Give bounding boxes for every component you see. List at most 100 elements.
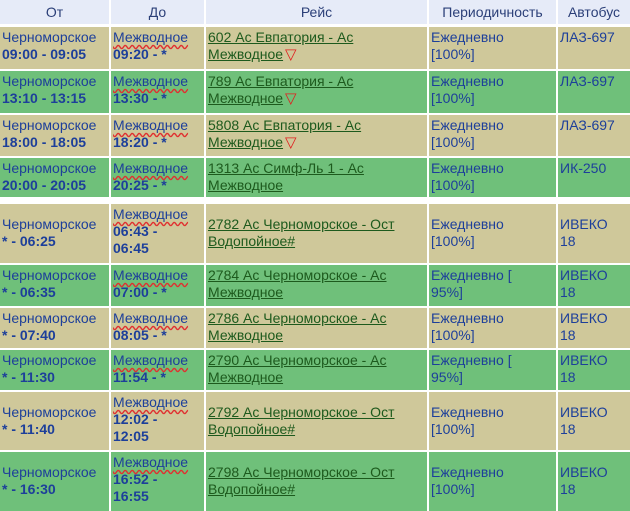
period-text: Ежедневно [	[431, 352, 512, 368]
route-cell: 2786 Ас Черноморское - Ас Межводное	[206, 308, 427, 348]
route-link-destination[interactable]: Межводное	[208, 134, 284, 150]
table-row: Черноморское 09:00 - 09:05 Межводное 09:20 …	[0, 27, 630, 69]
table-row: Черноморское * - 06:35 Межводное 07:00 - * 2…	[0, 265, 630, 306]
from-cell: Черноморское * - 11:30	[0, 350, 109, 390]
route-link[interactable]: 602 Ас Евпатория - Ас	[208, 29, 354, 45]
periodicity-cell: Ежедневно [100%]	[429, 308, 556, 348]
from-place: Черноморское	[2, 29, 97, 45]
to-time-end: 16:55	[113, 488, 149, 504]
route-cell: 602 Ас Евпатория - Ас Межводное ▽	[206, 27, 427, 69]
from-cell: Черноморское * - 06:35	[0, 265, 109, 306]
from-cell: Черноморское 09:00 - 09:05	[0, 27, 109, 69]
from-time: 18:00 - 18:05	[2, 134, 87, 150]
route-cell: 2782 Ас Черноморское - Ост Водопойное#	[206, 204, 427, 263]
route-link[interactable]: 2782 Ас Черноморское - Ост	[208, 216, 395, 232]
periodicity-cell: Ежедневно [100%]	[429, 71, 556, 113]
route-link-destination[interactable]: Межводное	[208, 327, 284, 343]
periodicity-cell: Ежедневно [100%]	[429, 158, 556, 197]
route-link-destination[interactable]: Межводное	[208, 284, 284, 300]
from-place: Черноморское	[2, 117, 97, 133]
table-row: Черноморское * - 11:40 Межводное 12:02 -12:…	[0, 392, 630, 450]
to-time-end: 06:45	[113, 240, 149, 256]
to-place: Межводное	[113, 394, 189, 410]
from-cell: Черноморское * - 11:40	[0, 392, 109, 450]
route-link-destination[interactable]: Водопойное#	[208, 421, 296, 437]
bus-model: ИК-250	[560, 160, 607, 176]
from-time: * - 06:35	[2, 284, 56, 300]
to-time: 11:54 - *	[113, 369, 166, 385]
to-place: Межводное	[113, 73, 189, 89]
route-link-destination[interactable]: Межводное	[208, 177, 284, 193]
from-place: Черноморское	[2, 310, 97, 326]
from-place: Черноморское	[2, 216, 97, 232]
bus-model: ЛАЗ-697	[560, 117, 615, 133]
bus-cell: ИВЕКО 18	[558, 452, 630, 511]
to-place: Межводное	[113, 310, 189, 326]
to-time: 06:43 -	[113, 223, 158, 239]
period-percent: [100%]	[431, 481, 475, 497]
bus-cell: ИВЕКО 18	[558, 392, 630, 450]
periodicity-cell: Ежедневно [100%]	[429, 204, 556, 263]
route-link[interactable]: 2792 Ас Черноморское - Ост	[208, 404, 395, 420]
table-row: Черноморское 13:10 - 13:15 Межводное 13:30 …	[0, 71, 630, 113]
route-cell: 2784 Ас Черноморское - Ас Межводное	[206, 265, 427, 306]
from-cell: Черноморское * - 07:40	[0, 308, 109, 348]
to-place: Межводное	[113, 117, 189, 133]
to-cell: Межводное 09:20 - *	[111, 27, 204, 69]
period-percent: 95%]	[431, 369, 463, 385]
route-link-destination[interactable]: Водопойное#	[208, 233, 296, 249]
from-cell: Черноморское 18:00 - 18:05	[0, 115, 109, 156]
bus-model-number: 18	[560, 327, 576, 343]
to-cell: Межводное 13:30 - *	[111, 71, 204, 113]
period-percent: [100%]	[431, 421, 475, 437]
to-cell: Межводное 18:20 - *	[111, 115, 204, 156]
route-link[interactable]: 789 Ас Евпатория - Ас	[208, 73, 354, 89]
bus-model-number: 18	[560, 284, 576, 300]
route-link-destination[interactable]: Межводное	[208, 369, 284, 385]
checkmark-icon: ▽	[285, 90, 297, 107]
period-percent: [100%]	[431, 327, 475, 343]
from-time: * - 06:25	[2, 233, 56, 249]
route-cell: 2798 Ас Черноморское - Ост Водопойное#	[206, 452, 427, 511]
section-separator	[0, 197, 630, 204]
from-cell: Черноморское 20:00 - 20:05	[0, 158, 109, 197]
to-time: 09:20 - *	[113, 46, 167, 62]
bus-cell: ИВЕКО 18	[558, 204, 630, 263]
period-percent: 95%]	[431, 284, 463, 300]
header-from: От	[0, 0, 109, 24]
periodicity-cell: Ежедневно [100%]	[429, 392, 556, 450]
period-percent: [100%]	[431, 177, 475, 193]
route-cell: 1313 Ас Симф-Ль 1 - Ас Межводное	[206, 158, 427, 197]
bus-model-number: 18	[560, 421, 576, 437]
from-place: Черноморское	[2, 73, 97, 89]
table-row: Черноморское * - 06:25 Межводное 06:43 -06:…	[0, 204, 630, 263]
periodicity-cell: Ежедневно [100%]	[429, 452, 556, 511]
from-cell: Черноморское 13:10 - 13:15	[0, 71, 109, 113]
bus-model: ИВЕКО	[560, 267, 608, 283]
bus-cell: ИВЕКО 18	[558, 308, 630, 348]
route-link[interactable]: 2790 Ас Черноморское - Ас	[208, 352, 387, 368]
route-link[interactable]: 2784 Ас Черноморское - Ас	[208, 267, 387, 283]
route-link[interactable]: 2786 Ас Черноморское - Ас	[208, 310, 387, 326]
route-link-destination[interactable]: Водопойное#	[208, 481, 296, 497]
to-time-end: 12:05	[113, 428, 149, 444]
from-place: Черноморское	[2, 352, 97, 368]
to-cell: Межводное 06:43 -06:45	[111, 204, 204, 263]
bus-cell: ЛАЗ-697	[558, 27, 630, 69]
periodicity-cell: Ежедневно [100%]	[429, 27, 556, 69]
route-link-destination[interactable]: Межводное	[208, 90, 284, 106]
route-link[interactable]: 1313 Ас Симф-Ль 1 - Ас	[208, 160, 364, 176]
route-link[interactable]: 5808 Ас Евпатория - Ас	[208, 117, 362, 133]
from-time: * - 11:30	[2, 369, 55, 385]
from-place: Черноморское	[2, 404, 97, 420]
route-link-destination[interactable]: Межводное	[208, 46, 284, 62]
periodicity-cell: Ежедневно [100%]	[429, 115, 556, 156]
to-place: Межводное	[113, 160, 189, 176]
period-text: Ежедневно	[431, 160, 504, 176]
from-place: Черноморское	[2, 160, 97, 176]
route-cell: 2792 Ас Черноморское - Ост Водопойное#	[206, 392, 427, 450]
route-link[interactable]: 2798 Ас Черноморское - Ост	[208, 464, 395, 480]
to-cell: Межводное 16:52 -16:55	[111, 452, 204, 511]
periodicity-cell: Ежедневно [95%]	[429, 265, 556, 306]
route-cell: 789 Ас Евпатория - Ас Межводное ▽	[206, 71, 427, 113]
